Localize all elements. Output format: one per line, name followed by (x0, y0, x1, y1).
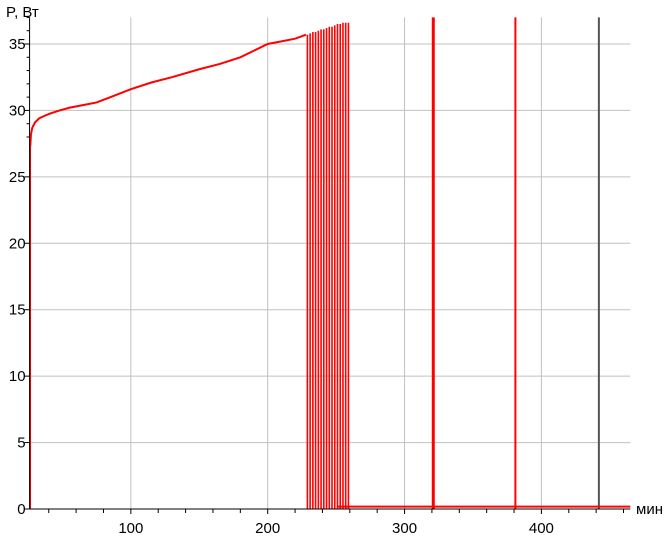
y-tick-label: 30 (9, 102, 26, 119)
y-tick-label: 15 (9, 302, 26, 319)
x-tick-label: 300 (392, 520, 417, 537)
y-tick-label: 0 (17, 501, 25, 518)
y-tick-label: 5 (17, 435, 25, 452)
x-tick-label: 200 (255, 520, 280, 537)
y-tick-label: 35 (9, 36, 26, 53)
y-tick-label: 10 (9, 368, 26, 385)
y-tick-label: 25 (9, 169, 26, 186)
power-series-line (29, 33, 307, 147)
x-tick-label: 400 (529, 520, 554, 537)
y-axis-label: P, Вт (6, 4, 39, 21)
x-axis-label: мин (636, 501, 663, 518)
y-tick-label: 20 (9, 235, 26, 252)
x-tick-label: 100 (118, 520, 143, 537)
